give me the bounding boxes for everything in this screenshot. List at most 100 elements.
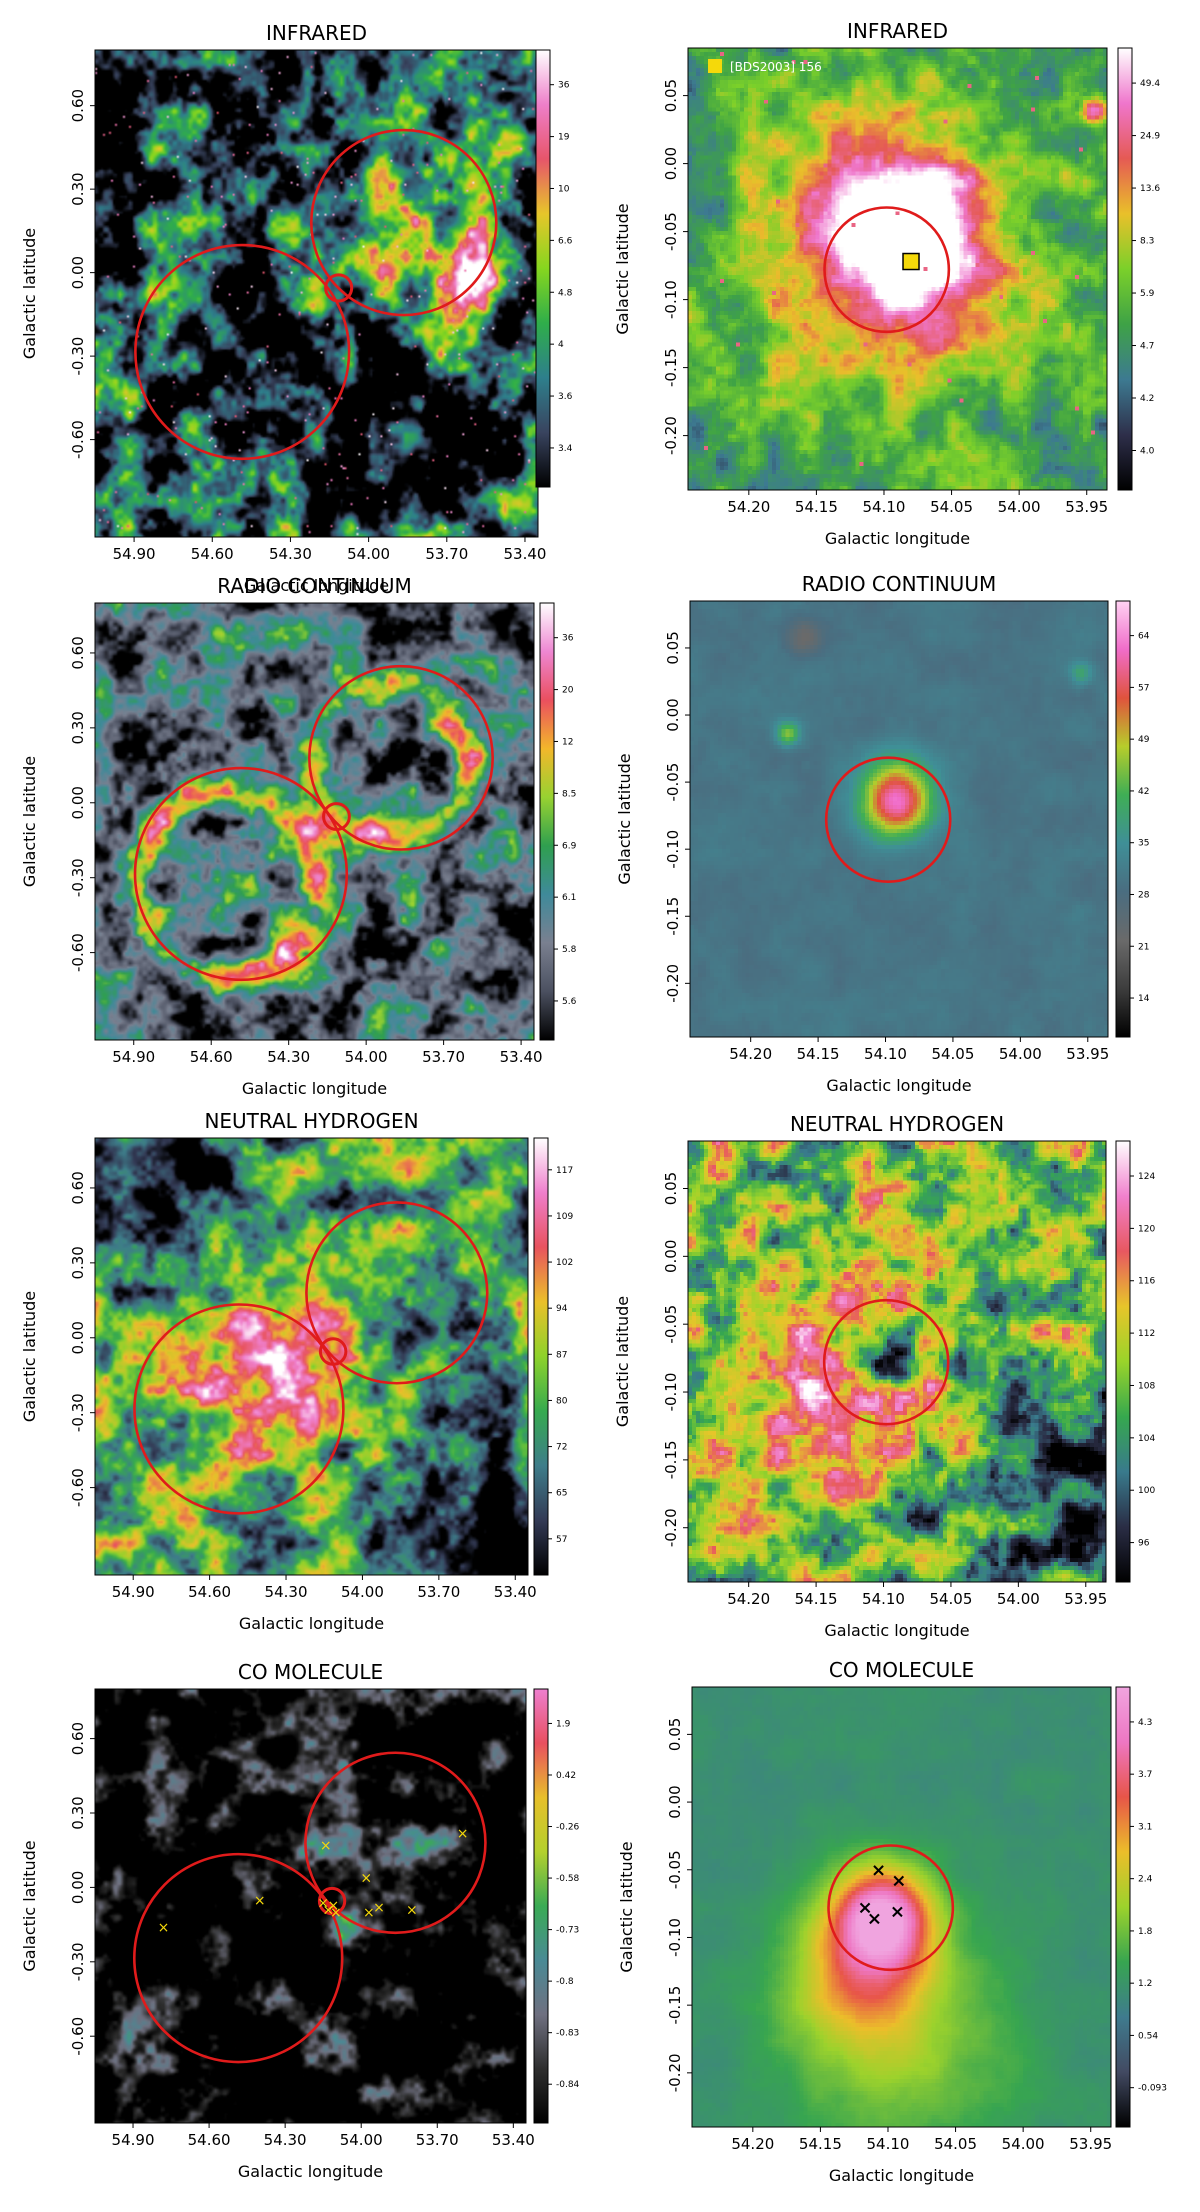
x-tick-label: 53.40: [492, 2131, 535, 2149]
region-circle: [133, 766, 349, 982]
colorbar-tick-label: 102: [556, 1258, 573, 1268]
colorbar-tick-label: 21: [1138, 942, 1149, 952]
y-tick-label: -0.15: [662, 348, 680, 387]
x-tick-label: 54.10: [867, 2135, 910, 2153]
x-tick-label: 54.10: [863, 498, 906, 516]
colorbar-tick-label: 104: [1138, 1434, 1155, 1444]
plot-frame: [94, 1688, 527, 2124]
x-tick-label: 54.15: [797, 1045, 840, 1063]
y-tick-label: -0.10: [662, 1373, 680, 1412]
y-tick-label: 0.30: [69, 711, 87, 744]
y-tick-label: 0.60: [69, 1722, 87, 1755]
panel-title: CO MOLECULE: [238, 1660, 383, 1684]
region-circle: [132, 1852, 344, 2064]
plot-frame: [687, 1140, 1107, 1583]
plot-frame: [687, 47, 1108, 491]
image-map: [95, 1689, 526, 2123]
x-tick-label: 54.90: [112, 2131, 155, 2149]
plot-overlay: 54.90 54.60 54.30 54.00 53.70 53.40 0.60 0.30 0.…: [20, 574, 577, 1098]
plot-overlay: 54.20 54.15 54.10 54.05 54.00 53.95 0.05 0.00 -0…: [613, 1112, 1155, 1640]
colorbar-tick-label: 49.4: [1140, 79, 1160, 89]
colorbar-tick-label: -0.58: [556, 1874, 580, 1884]
plot-overlay: 54.20 54.15 54.10 54.05 54.00 53.95 0.05 0.00 -0…: [615, 572, 1150, 1095]
x-tick-label: 53.95: [1065, 498, 1108, 516]
colorbar-tick-label: 35: [1138, 839, 1149, 849]
y-tick-label: -0.05: [666, 1850, 684, 1889]
y-tick-label: 0.00: [662, 147, 680, 180]
y-tick-label: 0.05: [664, 631, 682, 664]
x-axis-label: Galactic longitude: [238, 2162, 383, 2181]
x-tick-label: 54.00: [347, 545, 390, 563]
cloud-marker: ×: [327, 1898, 339, 1914]
cloud-marker: ×: [254, 1893, 266, 1909]
cloud-marker: ×: [373, 1900, 385, 1916]
colorbar-tick-label: 3.7: [1138, 1770, 1152, 1780]
y-tick-label: -0.20: [662, 1508, 680, 1547]
x-tick-label: 53.70: [417, 1583, 460, 1601]
panel-co-zoom: × × × × × 54.20 54.15 54.10 54.05 54.00 53.95 0.05 0…: [600, 1658, 1200, 2212]
cloud-marker: ×: [871, 1860, 886, 1881]
colorbar-tick-label: 14: [1138, 994, 1150, 1004]
colorbar-tick-label: 28: [1138, 890, 1150, 900]
plot-frame: [94, 602, 535, 1041]
y-tick-label: 0.00: [664, 698, 682, 731]
colorbar-tick-label: 5.6: [562, 997, 577, 1007]
region-circle: [324, 273, 354, 303]
image-map: [95, 1138, 528, 1575]
region-circle: [822, 1298, 950, 1426]
y-axis-label: Galactic latitude: [20, 228, 39, 359]
x-tick-label: 54.00: [999, 1045, 1042, 1063]
panel-title: INFRARED: [847, 19, 948, 43]
y-tick-label: -0.20: [666, 2053, 684, 2092]
x-tick-label: 54.00: [997, 1590, 1040, 1608]
x-tick-label: 54.60: [191, 545, 234, 563]
y-tick-label: 0.05: [666, 1718, 684, 1751]
x-tick-label: 53.40: [494, 1583, 537, 1601]
panel-title: NEUTRAL HYDROGEN: [790, 1112, 1004, 1136]
colorbar-tick-label: -0.84: [556, 2080, 580, 2090]
y-tick-label: -0.20: [664, 964, 682, 1003]
region-circle: [309, 128, 498, 317]
cloud-marker: ×: [360, 1870, 372, 1886]
x-tick-label: 54.60: [188, 1583, 231, 1601]
region-circle: [322, 802, 351, 831]
colorbar-tick-label: 49: [1138, 735, 1150, 745]
x-tick-label: 54.00: [345, 1048, 388, 1066]
x-tick-label: 54.60: [188, 2131, 231, 2149]
colorbar-tick-label: 5.9: [1140, 289, 1155, 299]
region-circle: [305, 1201, 489, 1385]
y-tick-label: -0.20: [662, 416, 680, 455]
cloud-marker: ×: [890, 1902, 905, 1923]
region-circle: [318, 1337, 348, 1366]
y-tick-label: 0.00: [69, 1321, 87, 1354]
x-tick-label: 54.90: [112, 1048, 155, 1066]
x-tick-label: 54.10: [864, 1045, 907, 1063]
y-tick-label: -0.30: [69, 1393, 87, 1432]
cloud-marker: ×: [320, 1838, 332, 1854]
y-axis-label: Galactic latitude: [615, 753, 634, 884]
x-axis-label: Galactic longitude: [244, 576, 389, 595]
colorbar-tick-label: 108: [1138, 1381, 1155, 1391]
x-tick-label: 54.20: [727, 1590, 770, 1608]
x-tick-label: 54.00: [998, 498, 1041, 516]
plot-overlay: ×××× ×54.20 54.15 54.10 54.05 54.00 53.950.050…: [617, 1658, 1167, 2185]
colorbar-tick-label: -0.73: [556, 1926, 579, 1936]
colorbar-tick-label: 100: [1138, 1486, 1155, 1496]
colorbar-tick-label: 87: [556, 1350, 567, 1360]
y-tick-label: 0.60: [69, 636, 87, 669]
y-tick-label: 0.00: [69, 786, 87, 819]
x-tick-label: 54.15: [799, 2135, 842, 2153]
y-tick-label: -0.15: [666, 1986, 684, 2025]
x-tick-label: 54.05: [934, 2135, 977, 2153]
x-tick-label: 54.30: [264, 2131, 307, 2149]
y-tick-label: -0.60: [69, 933, 87, 972]
x-axis-label: Galactic longitude: [239, 1614, 384, 1633]
colorbar-tick-label: 94: [556, 1304, 568, 1314]
y-tick-label: 0.30: [69, 172, 87, 205]
colorbar-tick-label: 2.4: [1138, 1875, 1153, 1885]
cloud-marker: ×: [406, 1903, 418, 1919]
panel-title: INFRARED: [266, 21, 367, 45]
y-tick-label: -0.10: [666, 1918, 684, 1957]
plot-frame: [94, 49, 539, 538]
colorbar-tick-label: 112: [1138, 1329, 1155, 1339]
